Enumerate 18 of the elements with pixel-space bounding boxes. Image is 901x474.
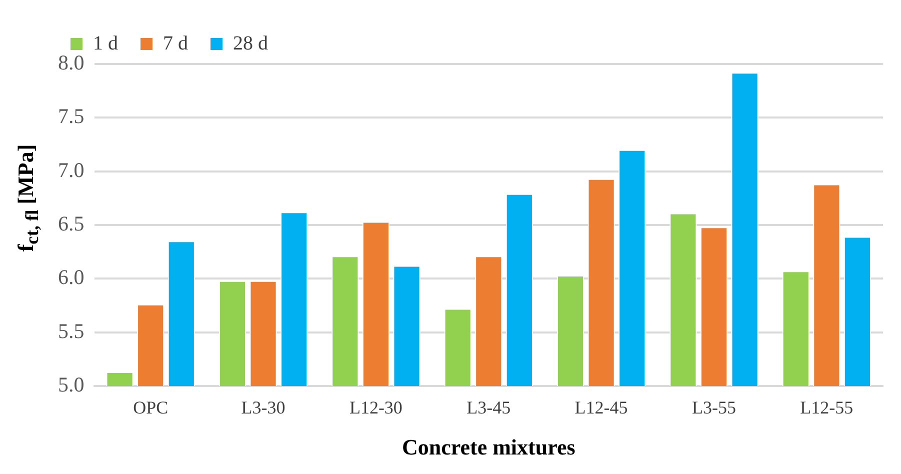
y-tick-label: 6.5 xyxy=(58,212,84,236)
x-tick-label: OPC xyxy=(133,398,168,418)
y-tick-label: 7.0 xyxy=(58,158,84,182)
y-tick-label: 6.0 xyxy=(58,265,84,290)
x-tick-label: L12-55 xyxy=(800,398,854,418)
x-tick-label: L12-45 xyxy=(574,398,628,418)
x-tick-label: L12-30 xyxy=(349,398,402,418)
x-tick-label: L3-45 xyxy=(466,398,511,418)
y-tick-label: 8.0 xyxy=(58,50,84,75)
legend-label: 7 d xyxy=(163,32,188,54)
x-tick-label: L3-55 xyxy=(692,398,736,418)
x-tick-label: L3-30 xyxy=(241,398,286,418)
y-tick-label: 7.5 xyxy=(58,104,84,128)
y-tick-label: 5.0 xyxy=(58,372,84,397)
legend-label: 1 d xyxy=(93,32,118,54)
x-axis-title: Concrete mixtures xyxy=(402,434,576,460)
y-tick-label: 5.5 xyxy=(58,318,84,343)
legend-label: 28 d xyxy=(233,32,268,54)
